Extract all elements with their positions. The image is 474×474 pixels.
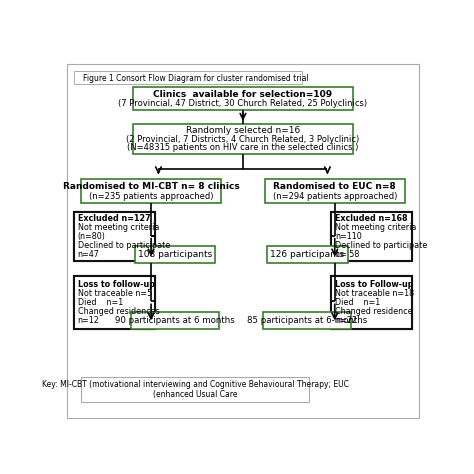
Text: (n=235 patients approached): (n=235 patients approached) <box>89 191 213 201</box>
Bar <box>133 124 353 154</box>
Bar <box>82 377 309 402</box>
Text: Not traceable n=18: Not traceable n=18 <box>335 289 414 298</box>
Text: Randomised to MI-CBT n= 8 clinics: Randomised to MI-CBT n= 8 clinics <box>63 182 239 191</box>
Bar <box>267 246 347 263</box>
Bar <box>74 276 155 329</box>
Bar <box>331 276 412 329</box>
Text: Loss to Follow-up: Loss to Follow-up <box>335 280 413 289</box>
Text: Changed residence: Changed residence <box>335 307 412 316</box>
Text: Not traceable n=5: Not traceable n=5 <box>78 289 152 298</box>
Text: (n=294 patients approached): (n=294 patients approached) <box>273 191 397 201</box>
Text: Clinics  available for selection=109: Clinics available for selection=109 <box>154 90 332 99</box>
Text: 85 participants at 6-months: 85 participants at 6-months <box>247 316 367 325</box>
Text: Randomly selected n=16: Randomly selected n=16 <box>186 127 300 135</box>
Text: Not meeting criteria: Not meeting criteria <box>335 223 416 232</box>
Text: Excluded n=127: Excluded n=127 <box>78 214 150 223</box>
Text: Randomised to EUC n=8: Randomised to EUC n=8 <box>273 182 396 191</box>
Bar <box>74 212 155 261</box>
Text: n=47: n=47 <box>78 250 100 259</box>
Text: Not meeting criteria: Not meeting criteria <box>78 223 159 232</box>
Text: (2 Provincial, 7 Districts, 4 Church Related, 3 Polyclinic): (2 Provincial, 7 Districts, 4 Church Rel… <box>126 135 360 144</box>
Bar <box>331 212 412 261</box>
Bar <box>135 246 215 263</box>
Bar <box>131 312 219 329</box>
Text: 90 participants at 6 months: 90 participants at 6 months <box>115 316 235 325</box>
Text: Died    n=1: Died n=1 <box>335 298 380 307</box>
Text: Changed residences: Changed residences <box>78 307 159 316</box>
Text: Excluded n=168: Excluded n=168 <box>335 214 407 223</box>
Text: 108 participants: 108 participants <box>138 250 212 259</box>
Text: Loss to follow-up: Loss to follow-up <box>78 280 155 289</box>
Text: Declined to participate: Declined to participate <box>335 241 427 250</box>
Bar <box>74 276 155 329</box>
Bar <box>263 312 351 329</box>
Text: Key: MI-CBT (motivational interviewing and Cognitive Behavioural Therapy; EUC: Key: MI-CBT (motivational interviewing a… <box>42 380 348 389</box>
Text: (n=80): (n=80) <box>78 232 106 241</box>
Bar <box>74 72 301 84</box>
Text: Died    n=1: Died n=1 <box>78 298 123 307</box>
Text: (enhanced Usual Care: (enhanced Usual Care <box>153 390 237 399</box>
Bar <box>82 179 221 203</box>
Bar <box>331 276 412 329</box>
Text: Declined to participate: Declined to participate <box>78 241 170 250</box>
Bar <box>74 212 155 261</box>
Bar <box>331 212 412 261</box>
Text: Figure 1 Consort Flow Diagram for cluster randomised trial: Figure 1 Consort Flow Diagram for cluste… <box>83 73 309 82</box>
Text: (7 Provincial, 47 District, 30 Church Related, 25 Polyclinics): (7 Provincial, 47 District, 30 Church Re… <box>118 99 367 108</box>
Text: n=110: n=110 <box>335 232 362 241</box>
Text: n=12: n=12 <box>78 316 100 325</box>
Text: (N=48315 patients on HIV care in the selected clinics.): (N=48315 patients on HIV care in the sel… <box>127 143 359 152</box>
Bar <box>133 87 353 110</box>
Text: n=22: n=22 <box>335 316 357 325</box>
Text: 126 participants: 126 participants <box>270 250 344 259</box>
Text: n= 58: n= 58 <box>335 250 359 259</box>
Bar <box>265 179 405 203</box>
